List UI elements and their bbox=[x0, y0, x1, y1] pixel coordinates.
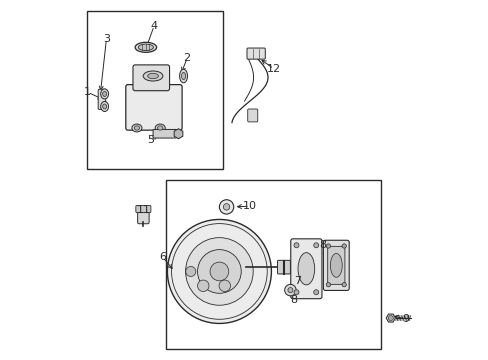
Circle shape bbox=[287, 288, 292, 293]
FancyBboxPatch shape bbox=[137, 207, 149, 224]
Text: 8: 8 bbox=[319, 239, 325, 249]
FancyBboxPatch shape bbox=[133, 65, 169, 91]
FancyBboxPatch shape bbox=[327, 246, 344, 284]
Circle shape bbox=[325, 283, 330, 287]
Circle shape bbox=[325, 244, 330, 248]
Circle shape bbox=[197, 249, 241, 293]
Text: 1: 1 bbox=[84, 87, 91, 97]
Circle shape bbox=[185, 238, 253, 305]
Ellipse shape bbox=[181, 72, 185, 80]
Ellipse shape bbox=[102, 104, 106, 109]
Ellipse shape bbox=[147, 73, 158, 79]
Text: 11: 11 bbox=[136, 206, 150, 216]
Ellipse shape bbox=[157, 126, 163, 130]
Ellipse shape bbox=[143, 71, 163, 81]
Bar bbox=[86, 12, 223, 169]
Circle shape bbox=[293, 243, 298, 248]
Ellipse shape bbox=[134, 126, 139, 130]
Text: 10: 10 bbox=[243, 201, 256, 211]
Circle shape bbox=[284, 284, 296, 296]
FancyBboxPatch shape bbox=[125, 85, 182, 130]
FancyBboxPatch shape bbox=[290, 239, 321, 299]
FancyBboxPatch shape bbox=[323, 240, 348, 291]
Text: 9: 9 bbox=[402, 314, 408, 324]
Text: 12: 12 bbox=[266, 64, 281, 74]
Circle shape bbox=[219, 200, 233, 214]
Circle shape bbox=[387, 316, 392, 320]
Circle shape bbox=[197, 280, 208, 292]
Ellipse shape bbox=[179, 69, 187, 83]
Bar bbox=[165, 180, 380, 348]
FancyBboxPatch shape bbox=[98, 89, 105, 109]
Circle shape bbox=[293, 290, 298, 295]
Circle shape bbox=[341, 283, 346, 287]
Text: 5: 5 bbox=[147, 135, 154, 145]
Ellipse shape bbox=[101, 102, 108, 112]
Ellipse shape bbox=[132, 124, 142, 132]
Ellipse shape bbox=[330, 253, 342, 277]
Circle shape bbox=[167, 220, 271, 323]
Circle shape bbox=[313, 243, 318, 248]
Circle shape bbox=[219, 280, 230, 292]
FancyBboxPatch shape bbox=[246, 48, 265, 59]
Ellipse shape bbox=[135, 42, 156, 52]
Text: 7: 7 bbox=[293, 276, 301, 286]
Text: 2: 2 bbox=[183, 53, 190, 63]
Text: 6: 6 bbox=[159, 252, 166, 262]
Circle shape bbox=[223, 204, 229, 210]
FancyBboxPatch shape bbox=[247, 109, 257, 122]
Text: 8: 8 bbox=[290, 295, 297, 305]
Text: 3: 3 bbox=[103, 34, 110, 44]
Ellipse shape bbox=[102, 91, 106, 96]
FancyBboxPatch shape bbox=[277, 260, 290, 274]
Circle shape bbox=[313, 290, 318, 295]
Circle shape bbox=[210, 262, 228, 281]
FancyBboxPatch shape bbox=[136, 206, 151, 213]
Ellipse shape bbox=[101, 89, 108, 99]
FancyBboxPatch shape bbox=[153, 130, 176, 138]
Ellipse shape bbox=[297, 253, 314, 285]
Circle shape bbox=[341, 244, 346, 248]
Circle shape bbox=[185, 266, 195, 276]
Ellipse shape bbox=[155, 124, 165, 132]
Text: 4: 4 bbox=[150, 21, 157, 31]
Ellipse shape bbox=[138, 44, 153, 50]
